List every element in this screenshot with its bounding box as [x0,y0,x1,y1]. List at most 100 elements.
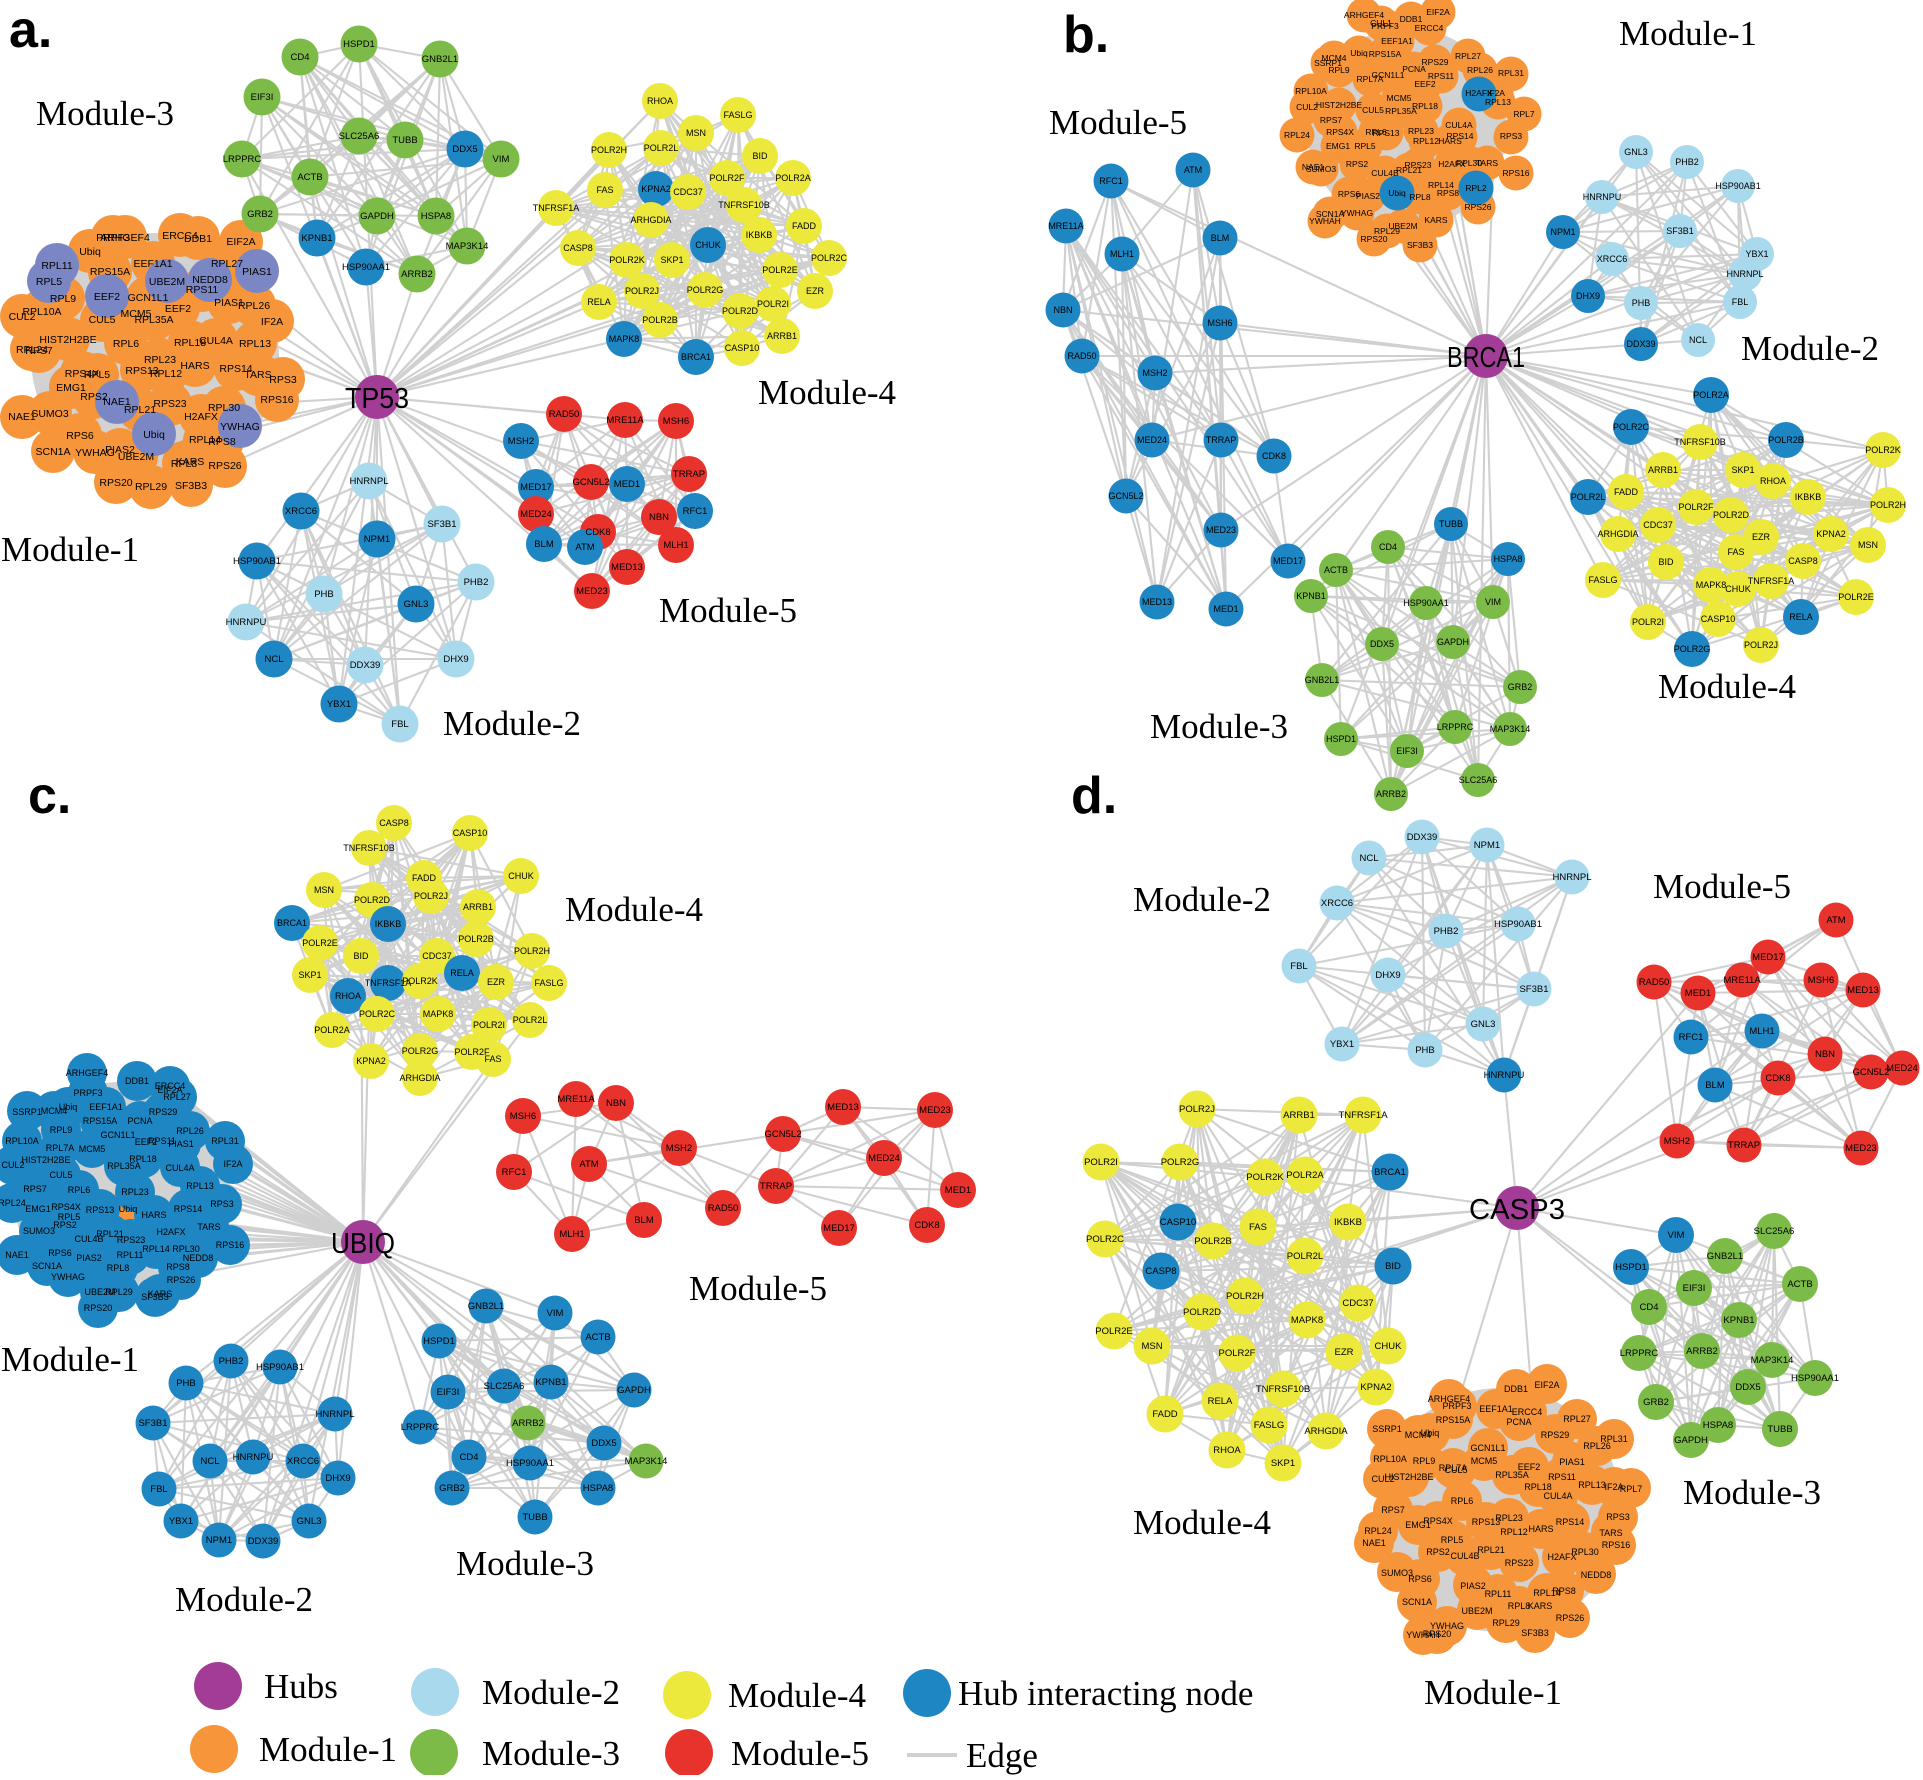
svg-text:POLR2J: POLR2J [414,891,448,901]
svg-text:RPS29: RPS29 [149,1107,178,1117]
svg-text:RPL11: RPL11 [117,1250,144,1260]
svg-text:YWHAH: YWHAH [1406,1630,1440,1640]
svg-text:MED13: MED13 [611,562,643,573]
svg-text:MED1: MED1 [614,479,640,490]
svg-text:MED23: MED23 [1845,1143,1877,1154]
svg-text:EEF2: EEF2 [135,1137,158,1147]
svg-text:POLR2H: POLR2H [1870,500,1906,510]
svg-text:RPL24: RPL24 [0,1198,26,1208]
svg-text:RPL18: RPL18 [129,1154,157,1164]
svg-text:EIF2A: EIF2A [1534,1380,1559,1390]
svg-text:Module-4: Module-4 [758,373,896,412]
svg-text:ERCC4: ERCC4 [162,230,198,242]
svg-text:H2AFX: H2AFX [184,411,218,423]
svg-text:BID: BID [1385,1261,1401,1272]
svg-text:RPL26: RPL26 [1583,1441,1611,1451]
svg-text:POLR2A: POLR2A [1286,1170,1324,1181]
svg-text:CHUK: CHUK [1375,1341,1403,1352]
svg-text:Module-3: Module-3 [1150,707,1288,746]
svg-text:Module-2: Module-2 [443,704,581,743]
svg-text:MSH6: MSH6 [1207,318,1232,328]
svg-text:RPS14: RPS14 [1447,131,1474,141]
svg-text:EEF2: EEF2 [1414,79,1436,89]
svg-text:TNFRSF10B: TNFRSF10B [343,843,395,853]
svg-text:ARHGDIA: ARHGDIA [630,215,671,225]
svg-text:POLR2L: POLR2L [513,1015,548,1025]
svg-text:HSPD1: HSPD1 [343,39,375,50]
svg-text:EIF2A: EIF2A [226,236,255,248]
svg-text:RHOA: RHOA [1213,1445,1241,1456]
svg-text:RPS6: RPS6 [48,1248,72,1258]
svg-text:MSH6: MSH6 [1808,975,1834,986]
svg-text:RPL13: RPL13 [186,1181,214,1191]
svg-text:GAPDH: GAPDH [617,1385,651,1396]
svg-text:HSPD1: HSPD1 [1615,1262,1647,1273]
svg-text:ARHGEF4: ARHGEF4 [100,232,150,244]
svg-text:RPL21: RPL21 [96,1229,124,1239]
svg-text:RPL8: RPL8 [171,458,197,470]
svg-text:TNFRSF1A: TNFRSF1A [365,978,412,988]
svg-text:POLR2B: POLR2B [1194,1236,1232,1247]
svg-text:POLR2C: POLR2C [1613,422,1650,432]
svg-text:MSH2: MSH2 [508,436,534,447]
svg-text:PRPF3: PRPF3 [73,1088,102,1098]
svg-text:RPL23: RPL23 [1408,126,1434,136]
svg-text:RPS4X: RPS4X [65,368,99,380]
svg-text:GCN1L1: GCN1L1 [1371,70,1404,80]
svg-text:Ubiq: Ubiq [143,429,165,441]
svg-text:RHOA: RHOA [1760,476,1786,486]
svg-text:MSN: MSN [1858,540,1878,550]
svg-text:POLR2A: POLR2A [314,1025,350,1035]
svg-text:PIAS1: PIAS1 [1559,1457,1585,1467]
svg-text:RAD50: RAD50 [1639,977,1670,988]
svg-text:Module-2: Module-2 [482,1673,620,1712]
svg-text:RPL5: RPL5 [58,1212,81,1222]
svg-text:CUL2: CUL2 [1371,1474,1394,1484]
svg-text:FASLG: FASLG [1588,575,1617,585]
svg-text:RAD50: RAD50 [1067,351,1096,361]
svg-text:RPS7: RPS7 [25,345,53,357]
svg-text:CUL2: CUL2 [1296,102,1318,112]
svg-text:RPS16: RPS16 [1503,168,1530,178]
svg-text:CASP8: CASP8 [1788,556,1818,566]
svg-text:PRPF3: PRPF3 [1371,21,1399,31]
svg-text:a.: a. [9,1,52,59]
svg-text:GCN5L2: GCN5L2 [1853,1067,1890,1078]
svg-text:CUL5: CUL5 [89,314,116,326]
svg-text:DHX9: DHX9 [443,654,468,665]
svg-text:RPL29: RPL29 [105,1287,133,1297]
svg-text:LRPPRC: LRPPRC [223,154,262,165]
svg-text:DDX5: DDX5 [1735,1382,1760,1393]
svg-text:HIST2H2BE: HIST2H2BE [39,334,96,346]
svg-text:Module-3: Module-3 [1683,1473,1821,1512]
svg-text:RPL26: RPL26 [1467,65,1493,75]
svg-text:MED1: MED1 [945,1185,971,1196]
svg-text:DDX5: DDX5 [452,144,477,155]
svg-text:RPL23: RPL23 [121,1187,149,1197]
svg-text:RPS3: RPS3 [1606,1512,1630,1522]
svg-text:RPL30: RPL30 [1571,1547,1599,1557]
svg-text:TUBB: TUBB [392,135,417,146]
svg-text:NEDD8: NEDD8 [183,1253,214,1263]
svg-text:RPL23: RPL23 [1495,1513,1523,1523]
svg-text:IF2A: IF2A [223,1159,242,1169]
svg-text:ARHGEF4: ARHGEF4 [66,1068,109,1078]
svg-text:GCN1L1: GCN1L1 [1470,1443,1505,1453]
svg-text:CASP8: CASP8 [563,243,593,253]
svg-text:RPL29: RPL29 [1374,226,1400,236]
svg-text:CDC37: CDC37 [673,187,703,197]
svg-text:PIAS2: PIAS2 [105,444,135,456]
svg-text:MED17: MED17 [1752,952,1784,963]
svg-text:POLR2K: POLR2K [1246,1172,1284,1183]
svg-text:PHB: PHB [176,1378,196,1389]
svg-text:RPL13: RPL13 [1485,97,1511,107]
svg-text:NPM1: NPM1 [364,534,390,545]
svg-text:CDK8: CDK8 [585,527,610,538]
svg-text:DHX9: DHX9 [325,1473,350,1484]
svg-text:RPS13: RPS13 [1472,1517,1501,1527]
svg-text:RPL29: RPL29 [1492,1618,1520,1628]
svg-text:RPL27: RPL27 [211,258,243,270]
svg-text:BRCA1: BRCA1 [277,918,307,928]
svg-text:NBN: NBN [649,512,669,523]
svg-text:DDX5: DDX5 [591,1438,616,1449]
